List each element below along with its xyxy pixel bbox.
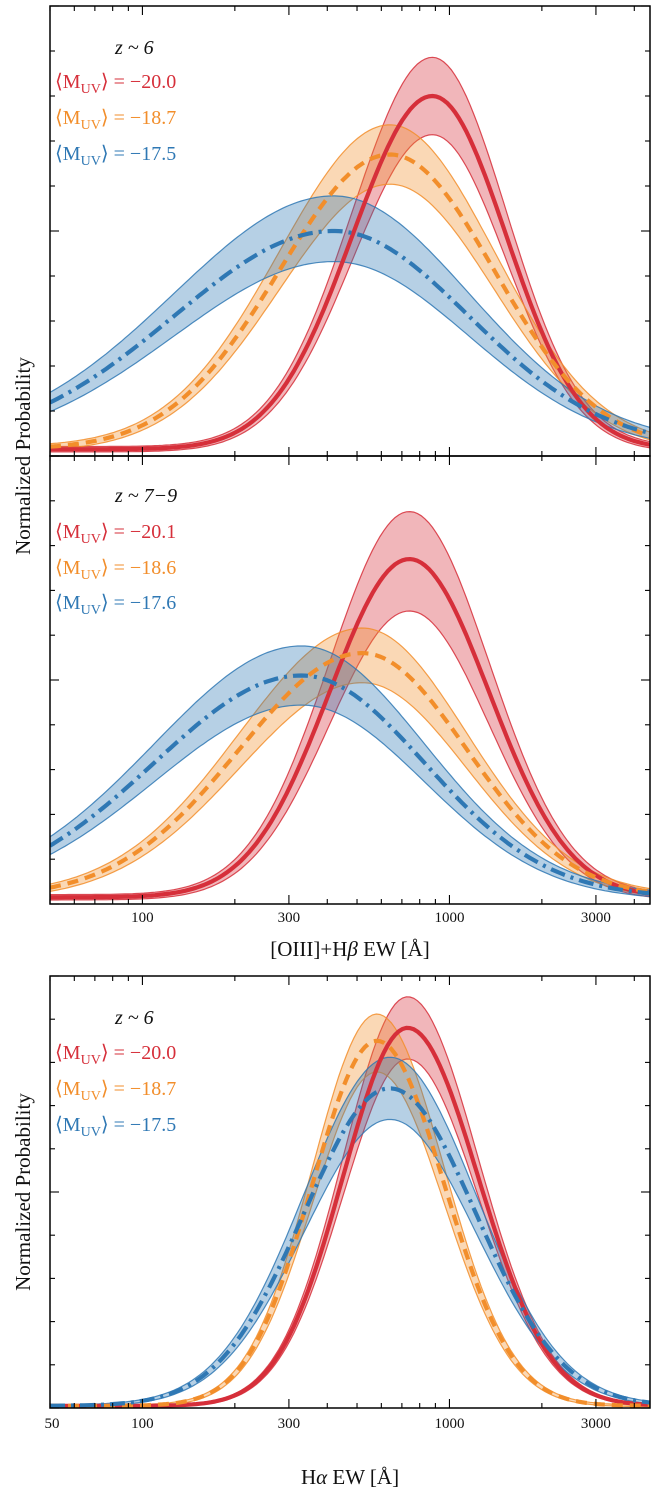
x-tick-label: 1000: [434, 910, 464, 926]
legend-entry-1: ⟨MUV⟩ = −18.7: [55, 107, 176, 133]
x-tick-label: 3000: [581, 1416, 611, 1432]
series-line-1: [50, 1038, 650, 1408]
confidence-band-0: [50, 510, 650, 901]
panel-frame: [49, 975, 651, 1409]
x-tick-label: 300: [278, 910, 301, 926]
panel-middle-oiii-z7-9: 100 300 1000 3000 z ~ 7−9 ⟨MUV⟩ = −20.1 ⟨MU…: [49, 455, 651, 961]
x-axis-label: [OIII]+Hβ EW [Å]: [270, 937, 430, 961]
legend: z ~ 6 ⟨MUV⟩ = −20.0 ⟨MUV⟩ = −18.7 ⟨MUV⟩ …: [55, 37, 176, 169]
series-line-2: [50, 1086, 650, 1408]
series-line-0: [50, 556, 650, 900]
y-axis-label-bottom: Normalized Probability: [11, 1093, 35, 1291]
x-tick-label: 300: [278, 1416, 301, 1432]
confidence-band-1: [50, 124, 650, 451]
redshift-label: z ~ 6: [114, 1007, 154, 1029]
panel-bottom-halpha-z6: 50 100 300 1000 3000 z ~ 6 ⟨MUV⟩ = −20.0 ⟨MU…: [11, 975, 651, 1489]
legend-entry-0: ⟨MUV⟩ = −20.1: [55, 521, 176, 547]
legend-entry-0: ⟨MUV⟩ = −20.0: [55, 71, 176, 97]
panel-top-oiii-z6: z ~ 6 ⟨MUV⟩ = −20.0 ⟨MUV⟩ = −18.7 ⟨MUV⟩ …: [49, 5, 651, 457]
series-line-2: [50, 228, 650, 436]
confidence-band-2: [50, 1056, 650, 1408]
x-tick-label: 100: [131, 1416, 154, 1432]
x-axis-label: Hα EW [Å]: [301, 1465, 399, 1489]
series-line-2: [50, 673, 650, 896]
x-tick-label: 1000: [434, 1416, 464, 1432]
legend-entry-1: ⟨MUV⟩ = −18.7: [55, 1078, 176, 1104]
legend-entry-0: ⟨MUV⟩ = −20.0: [55, 1042, 176, 1068]
panel-frame: [49, 455, 651, 905]
y-axis-label-top: Normalized Probability: [11, 357, 35, 555]
confidence-band-0: [50, 56, 650, 453]
series-line-1: [50, 650, 650, 894]
x-tick-label: 3000: [581, 910, 611, 926]
legend-entry-1: ⟨MUV⟩ = −18.6: [55, 557, 176, 583]
legend-entry-2: ⟨MUV⟩ = −17.5: [55, 1114, 176, 1140]
confidence-band-2: [50, 645, 650, 898]
redshift-label: z ~ 6: [114, 37, 154, 59]
series-line-0: [50, 93, 650, 452]
legend-entry-2: ⟨MUV⟩ = −17.5: [55, 143, 176, 169]
legend-entry-2: ⟨MUV⟩ = −17.6: [55, 592, 176, 618]
redshift-label: z ~ 7−9: [114, 485, 177, 507]
legend: z ~ 7−9 ⟨MUV⟩ = −20.1 ⟨MUV⟩ = −18.6 ⟨MUV…: [55, 485, 177, 618]
legend: z ~ 6 ⟨MUV⟩ = −20.0 ⟨MUV⟩ = −18.7 ⟨MUV⟩ …: [55, 1007, 176, 1140]
x-tick-label: 50: [45, 1416, 60, 1432]
x-tick-label: 100: [131, 910, 154, 926]
